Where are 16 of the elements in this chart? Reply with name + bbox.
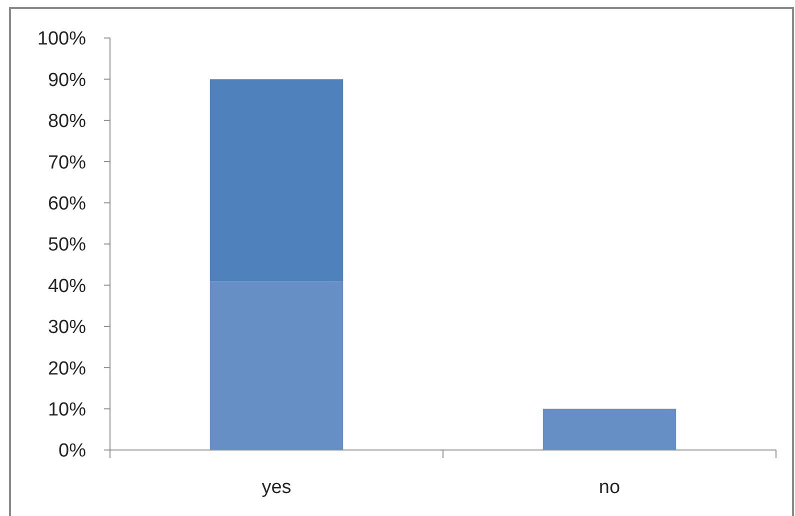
y-tick-label: 50% — [48, 234, 86, 256]
y-tick-label: 100% — [37, 28, 86, 50]
y-tick-label: 70% — [48, 152, 86, 174]
x-tick-label: no — [598, 477, 620, 498]
bar — [210, 281, 344, 450]
y-tick-label: 80% — [48, 111, 86, 132]
y-tick-label: 90% — [48, 70, 86, 91]
x-tick-label: yes — [262, 477, 292, 498]
y-tick-label: 20% — [48, 358, 86, 380]
y-tick-label: 60% — [48, 193, 86, 214]
y-tick-label: 0% — [58, 440, 86, 462]
y-tick-label: 10% — [48, 399, 86, 420]
y-tick-label: 40% — [48, 276, 86, 297]
y-tick-label: 30% — [48, 317, 86, 338]
bar — [542, 408, 676, 450]
bar — [210, 79, 344, 282]
